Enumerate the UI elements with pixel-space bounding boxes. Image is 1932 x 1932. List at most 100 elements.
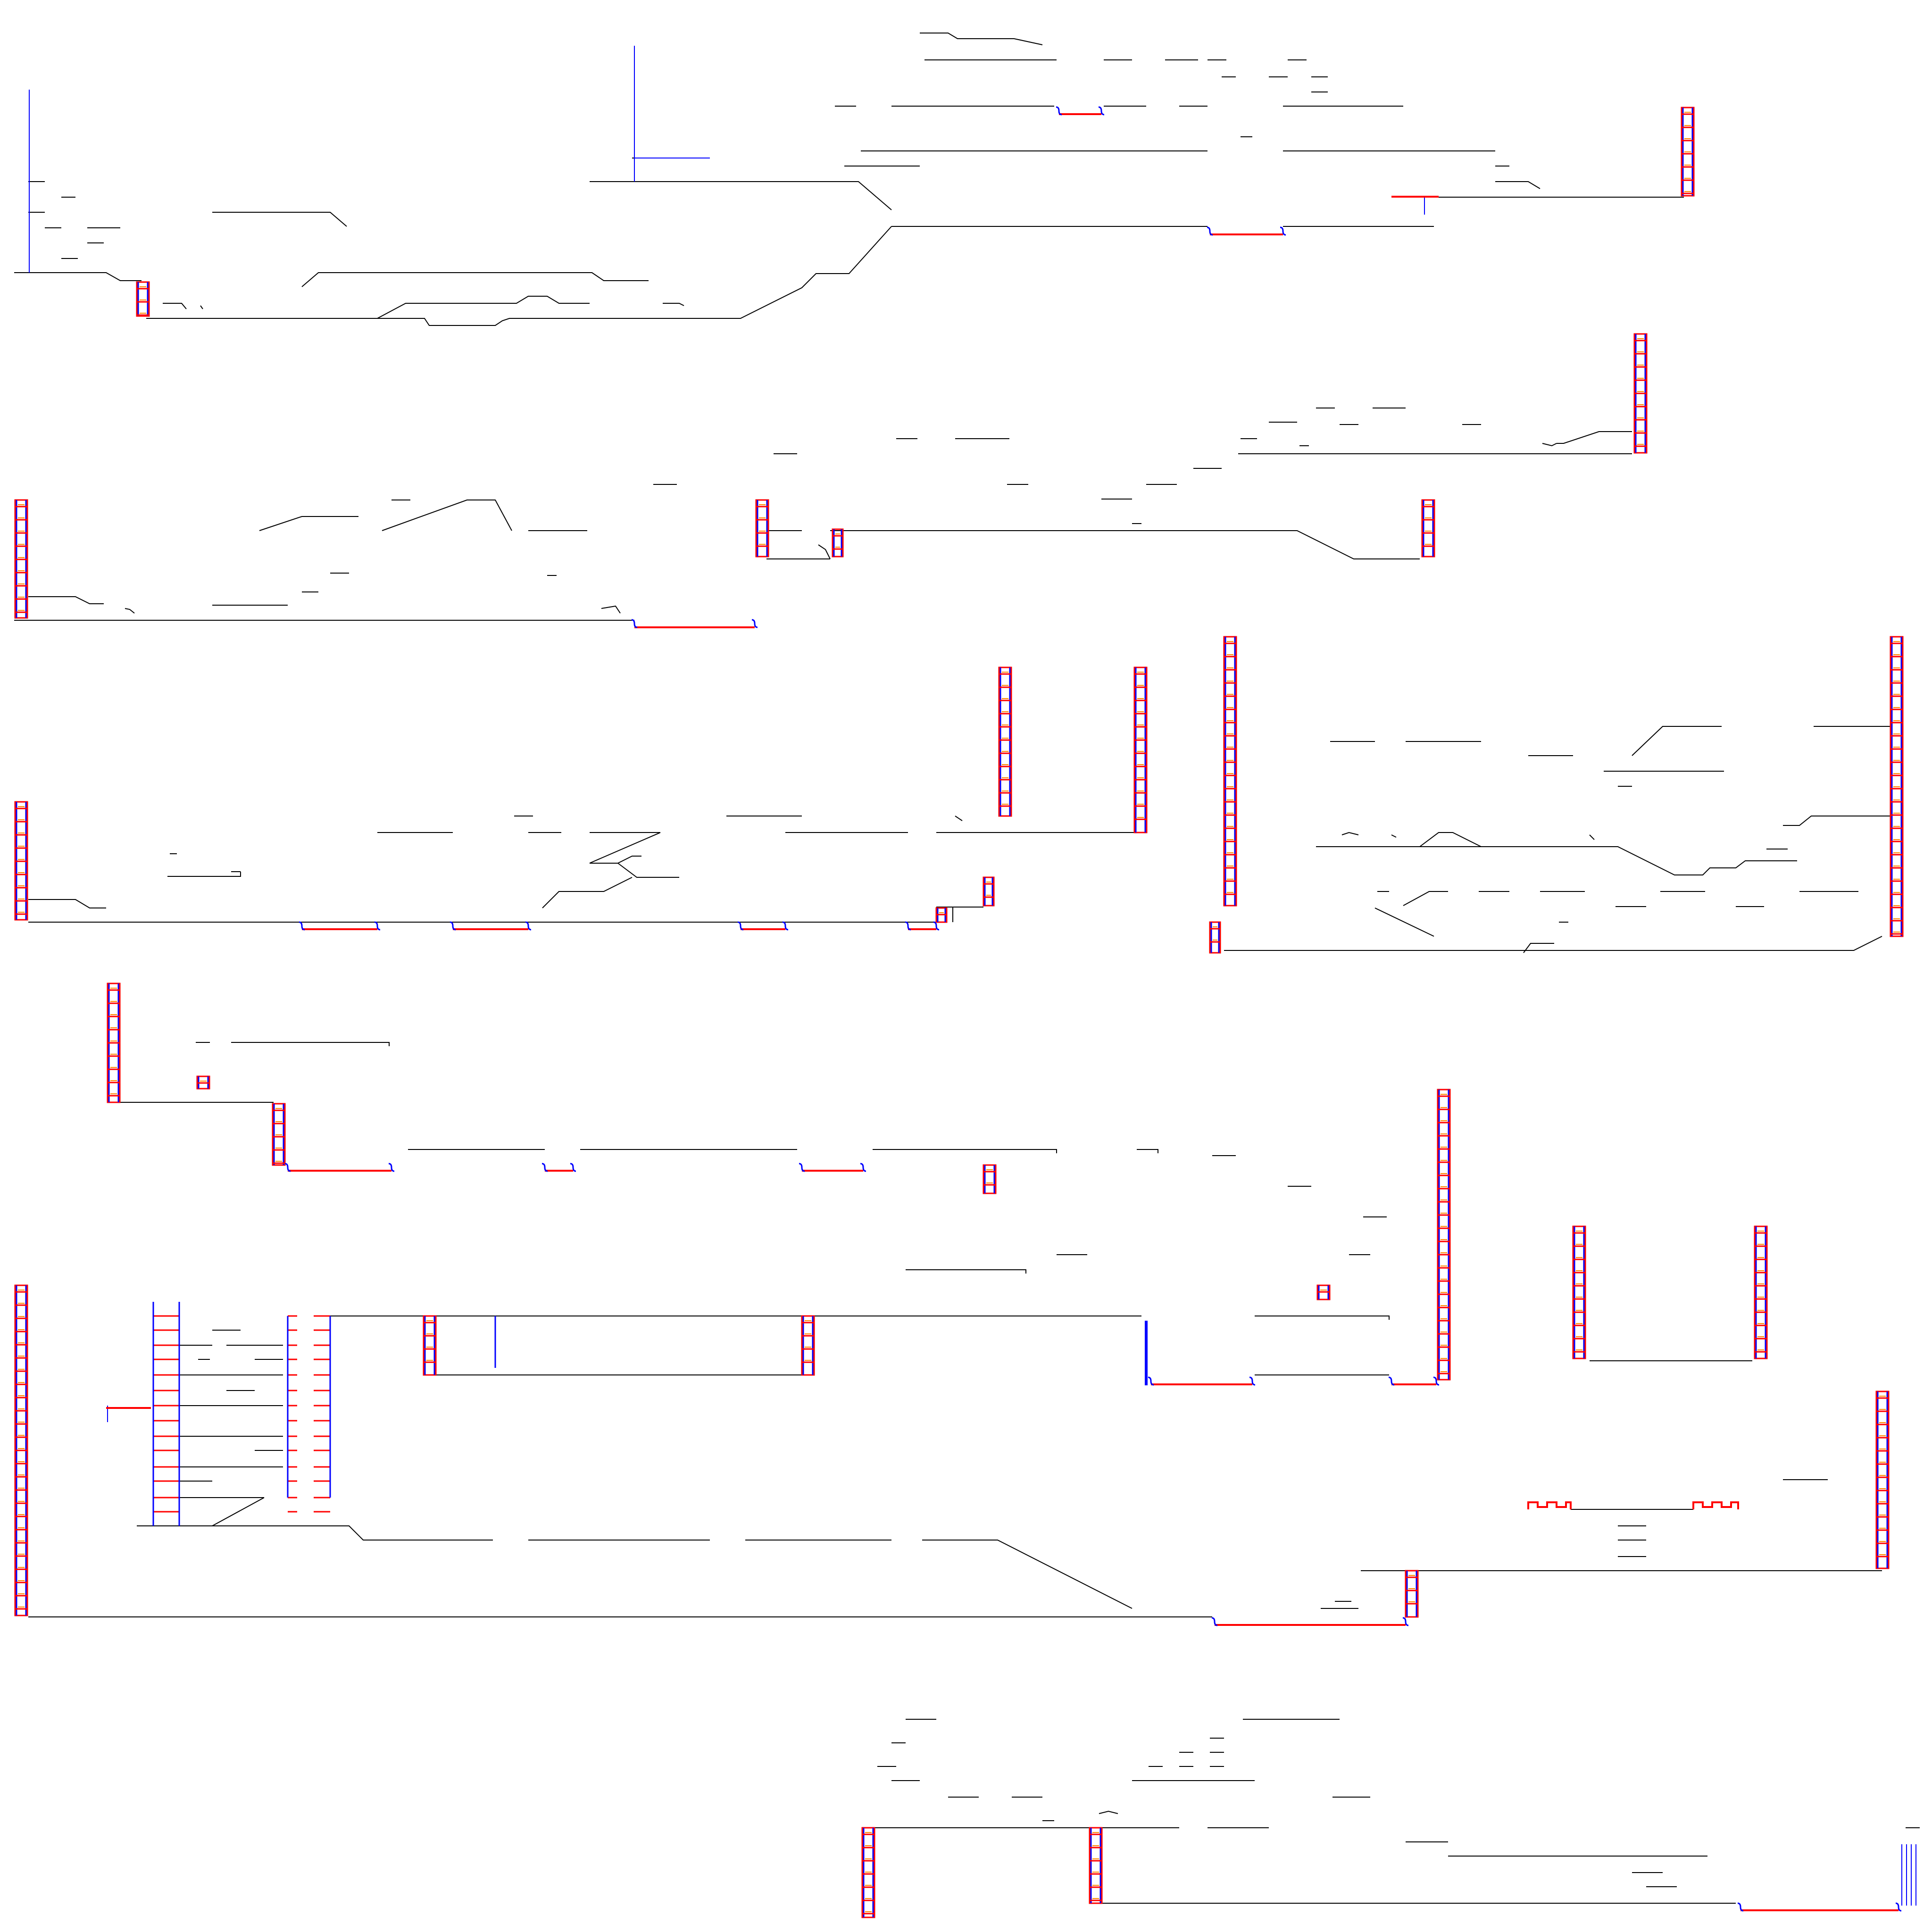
ladder-frame (1875, 1391, 1890, 1569)
ladder (14, 801, 28, 921)
spring-bars (106, 113, 1899, 1911)
platform (146, 226, 892, 326)
spring-bump (631, 619, 638, 628)
ladder (983, 876, 995, 907)
ladder-frame (1421, 499, 1435, 558)
platform (301, 272, 649, 287)
ladder (1223, 636, 1237, 907)
platform (589, 832, 661, 864)
ladder (196, 1075, 210, 1090)
spring-bump (799, 1163, 805, 1172)
spring (1692, 1501, 1739, 1509)
platform (1391, 834, 1397, 838)
ladder (423, 1315, 437, 1376)
spring-bump (1737, 1902, 1744, 1912)
ladder (1890, 636, 1904, 937)
spring-bump (525, 921, 532, 931)
ladder-frame (1209, 921, 1221, 954)
platform (1495, 181, 1541, 189)
platform (212, 1497, 265, 1526)
ladder (801, 1315, 815, 1376)
platform (920, 33, 1043, 45)
platform (1374, 908, 1434, 937)
platform (377, 296, 590, 319)
ladder (935, 907, 948, 923)
ladder-frame (1133, 666, 1148, 833)
ladder (1572, 1225, 1586, 1359)
spring-bump (570, 1163, 576, 1172)
platform (590, 181, 892, 210)
spring-bump (388, 1163, 395, 1172)
platform (922, 1540, 1133, 1609)
platform (137, 1525, 493, 1541)
platform (163, 303, 187, 309)
wall-lines (29, 46, 1916, 1906)
ladder-frame (755, 499, 769, 558)
spring-bump (737, 921, 744, 931)
ladder-frame (1754, 1225, 1768, 1359)
spring-bump (374, 921, 381, 931)
spring-bump (1148, 1376, 1154, 1386)
ladder (832, 528, 844, 558)
spring-bump (1433, 1376, 1440, 1386)
spring-bump (1056, 106, 1062, 116)
ladder-frame (1089, 1827, 1103, 1904)
ladder-layer (14, 107, 1904, 1918)
ladder (107, 983, 121, 1103)
spring-bump (782, 921, 789, 931)
ladder (14, 1284, 28, 1616)
ladder (1681, 107, 1695, 197)
platform (1589, 834, 1595, 840)
ladder (1633, 333, 1648, 454)
ladder-frame (1223, 636, 1237, 907)
platform-lines (14, 33, 1920, 1904)
platform (818, 544, 831, 559)
ladder-frame (1437, 1089, 1451, 1381)
spring-bump (905, 921, 911, 931)
ladder (1754, 1225, 1768, 1359)
platform (167, 872, 241, 877)
spring-bump (284, 1163, 291, 1172)
platform (212, 212, 347, 227)
ladder-frame (983, 1164, 997, 1194)
platform (1137, 1149, 1158, 1153)
platform (1099, 1810, 1118, 1814)
platform (906, 1269, 1026, 1274)
spring-bump (450, 921, 456, 931)
ladder (998, 666, 1012, 817)
ladder-frame (1890, 636, 1904, 937)
ladder (1133, 666, 1148, 833)
ladder (983, 1164, 997, 1194)
platform (542, 877, 633, 908)
spring-bump (1211, 1617, 1218, 1626)
platform (1632, 726, 1722, 756)
spring (1527, 1501, 1572, 1509)
ladder (1437, 1089, 1451, 1381)
platform (1523, 943, 1554, 953)
ladder (1405, 1570, 1419, 1618)
ladder-frame (136, 281, 150, 317)
ladder (1089, 1827, 1103, 1904)
spring-bump (751, 619, 758, 628)
ladder (136, 281, 150, 317)
platform (28, 899, 106, 908)
ladder-frame (983, 876, 995, 907)
spring-bump (1098, 106, 1105, 116)
platform (28, 596, 104, 604)
platform (617, 863, 679, 878)
ladder (861, 1827, 875, 1918)
ladder-frame (998, 666, 1012, 817)
platform (1557, 431, 1632, 444)
ladder (14, 499, 28, 619)
ladder-frame (272, 1103, 286, 1166)
platform (1419, 832, 1482, 847)
platform (1542, 443, 1557, 447)
spring-bump (541, 1163, 548, 1172)
platform (231, 1042, 390, 1046)
platform (955, 816, 963, 821)
ladder-frame (423, 1315, 437, 1376)
platform (873, 1149, 1057, 1153)
ladder-frame (1572, 1225, 1586, 1359)
